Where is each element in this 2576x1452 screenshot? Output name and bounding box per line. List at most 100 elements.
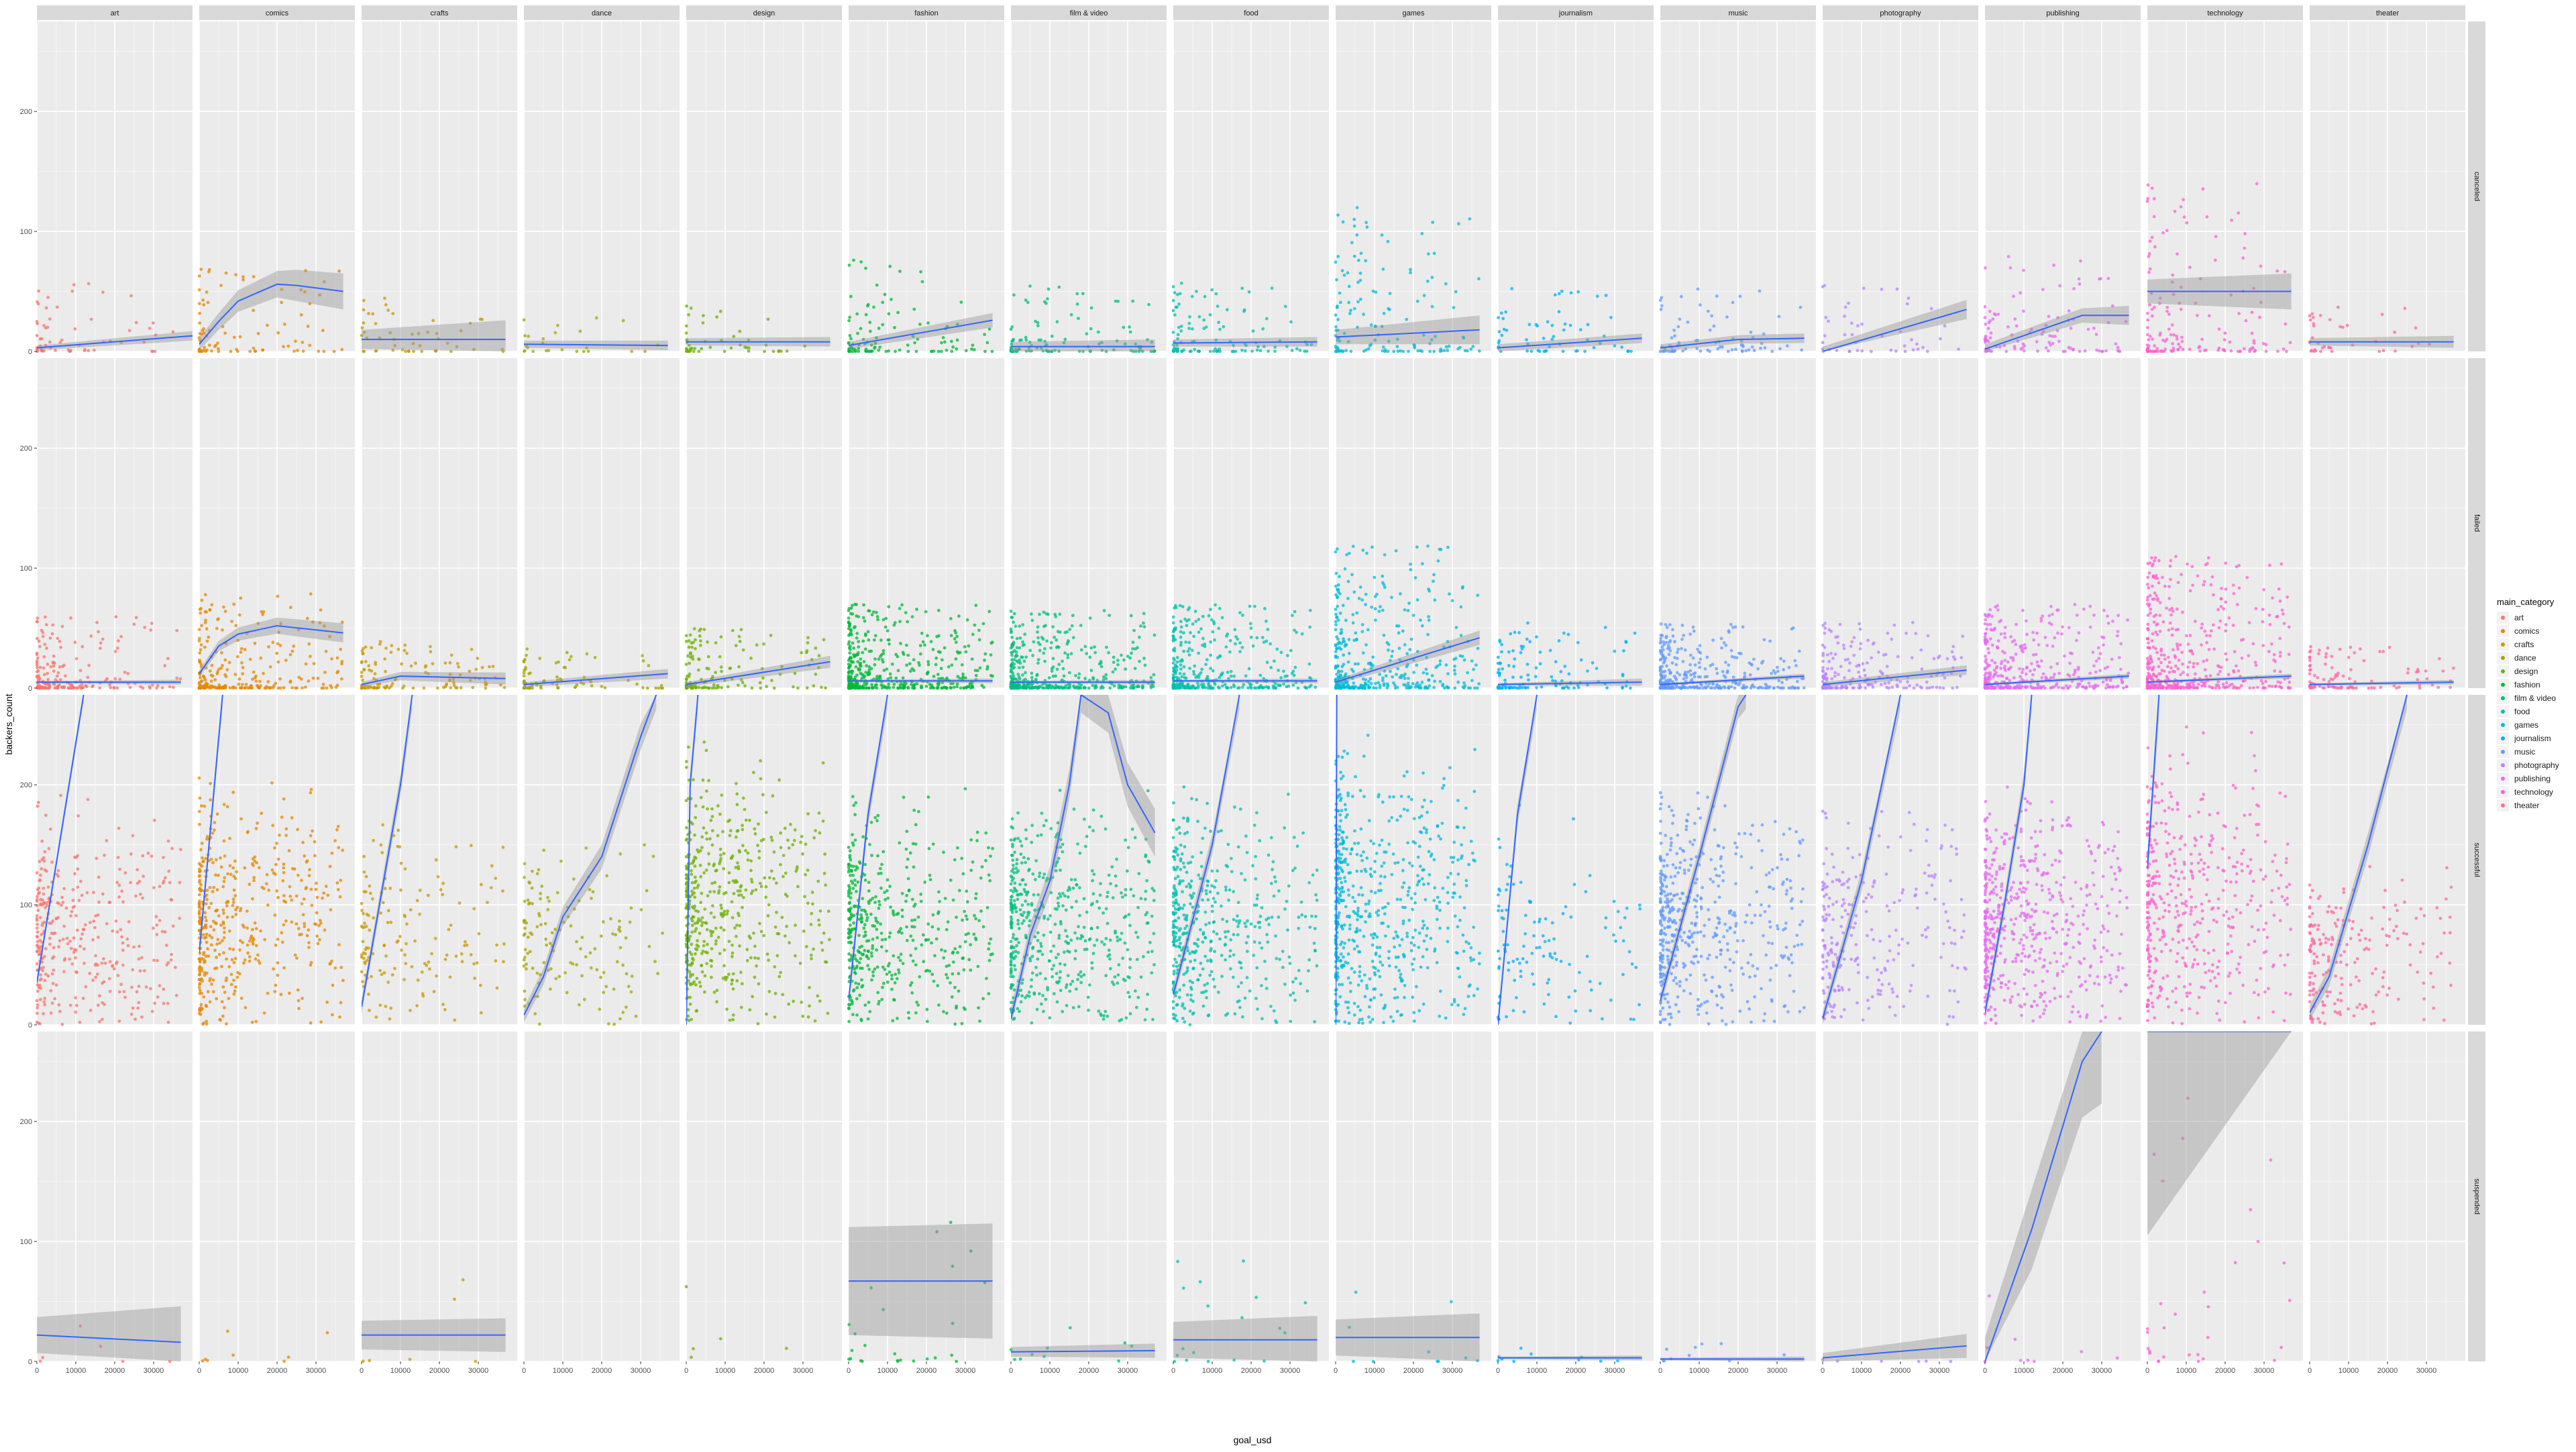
data-point [641, 686, 645, 689]
data-point [865, 687, 869, 690]
data-point [587, 349, 590, 353]
data-point [52, 665, 56, 668]
data-point [1715, 294, 1719, 298]
data-point [1851, 333, 1854, 337]
data-point [1344, 567, 1347, 571]
data-point [1204, 663, 1208, 666]
data-point [1057, 630, 1060, 633]
data-point [715, 315, 718, 319]
data-point [2404, 306, 2407, 310]
data-point [1826, 686, 1829, 689]
data-point [1591, 661, 1595, 665]
data-point [1686, 671, 1690, 674]
data-point [1272, 687, 1275, 690]
data-point [1984, 305, 1987, 309]
data-point [871, 613, 874, 616]
data-point [50, 665, 53, 669]
data-point [1509, 632, 1512, 636]
data-point [59, 646, 62, 649]
data-point [1129, 687, 1132, 690]
data-point [859, 663, 862, 666]
data-point [267, 645, 270, 649]
data-point [1943, 677, 1947, 680]
data-point [1409, 563, 1412, 566]
data-point [1074, 674, 1077, 677]
data-point [1919, 649, 1923, 652]
data-point [1334, 313, 1338, 317]
data-point [95, 621, 99, 624]
data-point [1860, 642, 1863, 645]
data-point [1273, 349, 1277, 353]
data-point [570, 655, 573, 659]
data-point [855, 665, 858, 669]
data-point [1010, 610, 1013, 613]
data-point [1741, 350, 1744, 353]
data-point [1455, 626, 1458, 629]
data-point [1682, 677, 1686, 681]
data-point [1546, 320, 1550, 323]
data-point [374, 672, 377, 675]
data-point [2200, 338, 2204, 341]
data-point [1083, 677, 1087, 680]
data-point [2243, 247, 2247, 250]
data-point [1342, 640, 1346, 643]
data-point [806, 649, 809, 653]
data-point [875, 611, 878, 614]
data-point [890, 298, 893, 301]
data-point [1279, 684, 1282, 687]
data-point [1179, 620, 1183, 623]
data-point [1583, 350, 1587, 353]
data-point [1388, 308, 1391, 311]
data-point [2084, 349, 2087, 353]
data-point [1501, 317, 1505, 321]
data-point [886, 629, 890, 632]
data-point [1057, 663, 1061, 666]
data-point [1668, 687, 1671, 690]
data-point [1409, 568, 1412, 571]
data-point [374, 349, 378, 353]
data-point [2022, 310, 2025, 313]
data-point [90, 318, 93, 321]
data-point [1562, 632, 1566, 635]
data-point [1114, 667, 1117, 671]
data-point [2188, 266, 2192, 269]
data-point [1031, 654, 1034, 657]
data-point [1085, 652, 1088, 655]
data-point [1079, 624, 1083, 627]
data-point [1713, 325, 1716, 328]
data-point [2147, 183, 2150, 186]
data-point [1184, 640, 1187, 644]
data-point [335, 685, 338, 689]
data-point [2167, 327, 2171, 331]
data-point [1733, 687, 1737, 690]
data-point [2070, 327, 2073, 330]
data-point [333, 350, 336, 353]
data-point [1172, 299, 1175, 302]
data-point [1675, 685, 1678, 688]
data-point [867, 609, 870, 612]
data-point [1244, 349, 1247, 353]
data-point [219, 685, 222, 689]
data-point [2177, 343, 2180, 346]
data-point [1152, 685, 1155, 688]
data-point [855, 313, 859, 316]
data-point [2023, 344, 2026, 347]
data-point [940, 341, 943, 345]
data-point [133, 622, 136, 626]
data-point [2172, 347, 2176, 350]
data-point [688, 662, 691, 665]
data-point [1733, 656, 1736, 659]
data-point [36, 322, 39, 325]
data-point [43, 673, 46, 676]
data-point [1355, 612, 1358, 615]
data-point [1234, 635, 1238, 638]
data-point [1387, 643, 1391, 647]
data-point [1836, 641, 1839, 645]
data-point [213, 678, 217, 681]
data-point [657, 687, 661, 690]
data-point [69, 616, 72, 620]
data-point [1734, 625, 1737, 628]
data-point [719, 635, 722, 638]
data-point [1508, 687, 1511, 690]
data-point [1477, 647, 1480, 650]
